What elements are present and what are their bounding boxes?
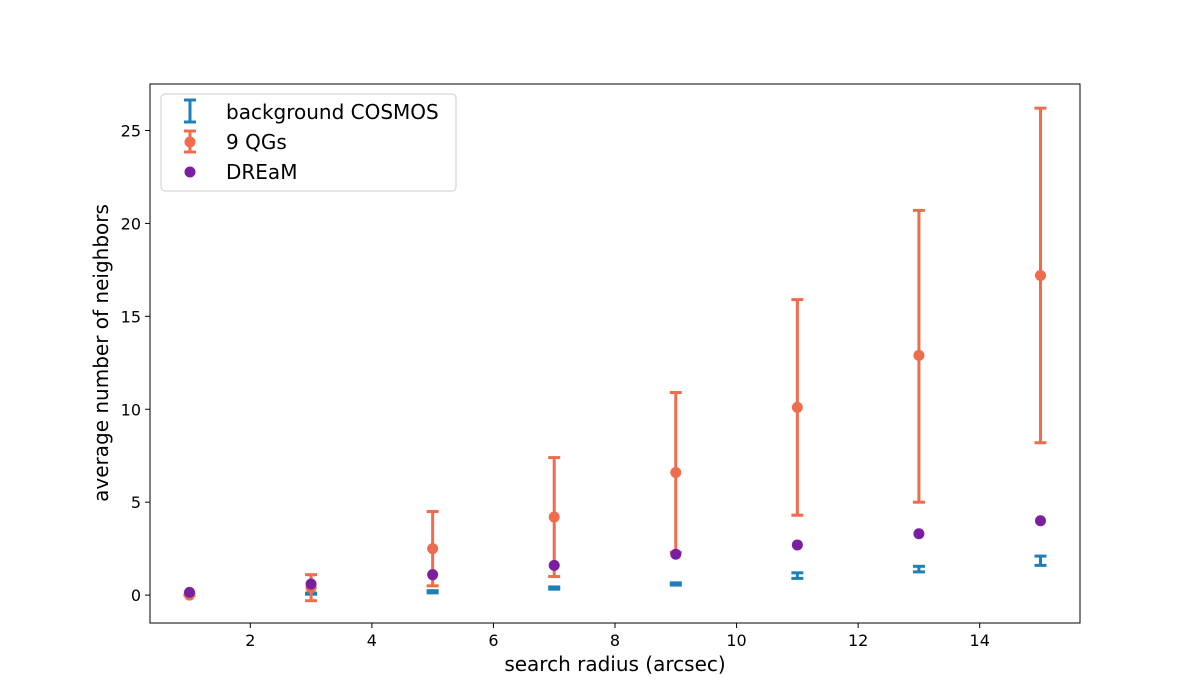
- data-point: [548, 559, 560, 571]
- x-tick-label: 14: [970, 631, 990, 650]
- y-tick-label: 5: [131, 493, 141, 512]
- legend-swatch-marker: [184, 166, 196, 178]
- chart-marks: [183, 106, 1047, 603]
- x-axis-ticks: 2 4 6 8 10 12 14: [245, 623, 990, 650]
- data-point: [913, 349, 925, 361]
- data-point: [670, 548, 682, 560]
- legend-frame: [160, 93, 457, 192]
- x-tick-label: 8: [610, 631, 620, 650]
- x-tick-label: 2: [245, 631, 255, 650]
- legend: background COSMOS 9 QGs DREaM: [160, 93, 457, 192]
- data-point: [548, 511, 560, 523]
- data-point: [184, 586, 196, 598]
- x-tick-label: 12: [848, 631, 868, 650]
- series-dream: [184, 515, 1046, 598]
- legend-swatches: [184, 98, 196, 178]
- y-axis-label: average number of neighbors: [89, 204, 113, 502]
- x-tick-label: 6: [488, 631, 498, 650]
- y-tick-label: 25: [121, 121, 141, 140]
- y-tick-label: 10: [121, 400, 141, 419]
- data-point: [305, 578, 317, 590]
- data-point: [791, 401, 803, 413]
- legend-swatch-marker: [184, 136, 196, 148]
- data-point: [1034, 515, 1046, 527]
- x-axis-label: search radius (arcsec): [504, 652, 725, 676]
- y-tick-label: 15: [121, 307, 141, 326]
- x-tick-label: 4: [367, 631, 377, 650]
- legend-label-background-cosmos: background COSMOS: [226, 100, 439, 124]
- data-point: [791, 539, 803, 551]
- data-point: [913, 528, 925, 540]
- legend-label-dream: DREaM: [226, 160, 297, 184]
- data-point: [427, 569, 439, 581]
- data-point: [427, 543, 439, 555]
- y-tick-label: 20: [121, 214, 141, 233]
- legend-label-9-qgs: 9 QGs: [226, 130, 287, 154]
- x-tick-label: 10: [726, 631, 746, 650]
- data-point: [1034, 269, 1046, 281]
- y-axis-ticks: 0 5 10 15 20 25: [121, 121, 150, 605]
- y-tick-label: 0: [131, 586, 141, 605]
- data-point: [670, 466, 682, 478]
